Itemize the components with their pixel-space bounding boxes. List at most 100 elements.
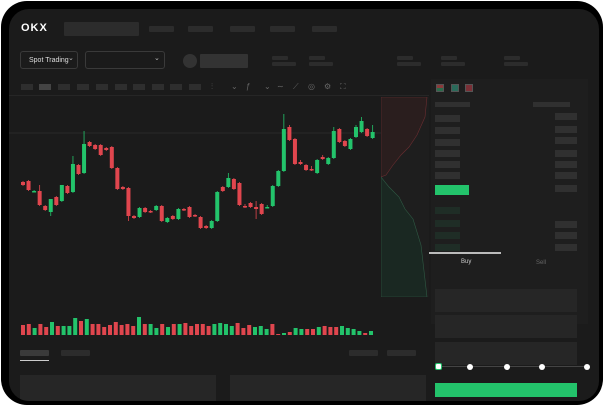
depth-chart — [381, 97, 429, 297]
candle-down — [337, 129, 342, 142]
candle-down — [120, 187, 125, 189]
volume-bar — [218, 323, 223, 335]
interval-4[interactable] — [77, 84, 89, 90]
asks-area — [381, 97, 428, 178]
volume-bar — [340, 326, 344, 335]
volume-bar — [26, 324, 31, 335]
volume-bar — [224, 324, 228, 335]
ask-amount — [555, 113, 577, 120]
volume-bar — [73, 318, 78, 335]
interval-10[interactable] — [189, 84, 201, 90]
candle-down — [181, 209, 186, 211]
interval-2[interactable] — [39, 84, 51, 90]
stat-value-3 — [397, 62, 421, 66]
search-bar[interactable] — [64, 22, 139, 36]
volume-bar — [247, 325, 252, 335]
interval-8[interactable] — [152, 84, 164, 90]
stat-label-1 — [272, 56, 288, 60]
tab-order-history[interactable] — [61, 350, 90, 356]
tab-open-orders[interactable] — [20, 350, 49, 356]
book-both-icon[interactable] — [436, 84, 444, 92]
interval-1[interactable] — [21, 84, 33, 90]
bid-price — [435, 244, 460, 251]
okx-logo[interactable]: OKX — [21, 22, 48, 34]
candle-down — [76, 165, 81, 174]
chevron-down-icon[interactable]: ⌄ — [264, 82, 271, 91]
volume-bar — [21, 325, 25, 335]
interval-6[interactable] — [115, 84, 127, 90]
draw-line-icon[interactable]: ∼ — [277, 82, 284, 91]
buy-button[interactable] — [435, 383, 577, 397]
nav-item-5[interactable] — [312, 26, 337, 32]
candle-down — [198, 217, 203, 228]
indicator-icon[interactable]: ƒ — [246, 82, 251, 91]
volume-bar — [264, 329, 269, 335]
amount-input[interactable] — [435, 315, 577, 338]
candle-down — [132, 216, 136, 218]
volume-bar — [334, 327, 339, 335]
nav-item-4[interactable] — [270, 26, 295, 32]
total-input[interactable] — [435, 342, 577, 365]
amount-slider[interactable] — [439, 366, 589, 367]
interval-5[interactable] — [96, 84, 108, 90]
volume-bar — [363, 333, 368, 335]
chevron-down-icon: ⌄ — [154, 55, 160, 62]
candle-up — [32, 191, 37, 193]
candle-type-icon[interactable]: ⫶ — [211, 82, 213, 91]
volume-bar — [137, 317, 141, 335]
candle-up — [348, 139, 353, 149]
volume-bar — [67, 326, 72, 335]
volume-bar — [84, 319, 89, 335]
pair-price — [200, 54, 248, 68]
nav-item-3[interactable] — [230, 26, 255, 32]
volume-bar — [44, 327, 49, 335]
filter-button-2[interactable] — [387, 350, 416, 356]
stat-value-2 — [309, 62, 333, 66]
slider-step-75[interactable] — [539, 364, 545, 370]
nav-item-1[interactable] — [149, 26, 174, 32]
filter-button-1[interactable] — [349, 350, 378, 356]
volume-bar — [102, 327, 107, 335]
book-bids-icon[interactable] — [451, 84, 459, 92]
volume-bar — [195, 324, 199, 335]
volume-bar — [200, 324, 205, 335]
candle-down — [104, 148, 109, 150]
volume-bar — [241, 328, 246, 335]
tab-sell[interactable]: Sell — [536, 260, 547, 266]
book-asks-icon[interactable] — [465, 84, 473, 92]
volume-bar — [96, 324, 101, 335]
chevron-down-icon[interactable]: ⌄ — [231, 82, 238, 91]
candlestick-chart[interactable] — [9, 99, 384, 339]
bid-price — [435, 232, 460, 239]
candle-up — [70, 164, 75, 192]
interval-3[interactable] — [58, 84, 70, 90]
settings-icon[interactable]: ⚙ — [324, 82, 332, 91]
slider-handle[interactable] — [435, 363, 442, 370]
tab-buy[interactable]: Buy — [461, 259, 472, 265]
volume-bar — [142, 324, 147, 335]
pair-select[interactable]: ⌄ — [85, 51, 165, 69]
fullscreen-icon[interactable]: ⛶ — [340, 82, 346, 91]
market-type-select[interactable]: Spot Trading ⌄ — [20, 51, 78, 69]
volume-bar — [55, 326, 60, 335]
candle-up — [82, 144, 87, 173]
candle-up — [176, 209, 181, 219]
slider-step-100[interactable] — [584, 364, 590, 370]
candle-down — [220, 187, 225, 191]
bid-amount — [555, 244, 577, 251]
slider-step-50[interactable] — [504, 364, 510, 370]
price-input[interactable] — [435, 289, 577, 312]
nav-item-2[interactable] — [188, 26, 213, 32]
interval-7[interactable] — [133, 84, 145, 90]
ruler-icon[interactable]: ⟋ — [293, 82, 299, 91]
interval-9[interactable] — [170, 84, 182, 90]
candle-down — [309, 169, 314, 171]
orders-card-2 — [230, 375, 426, 401]
candle-up — [315, 160, 320, 173]
stat-label-5 — [504, 56, 520, 60]
volume-bar — [345, 328, 350, 335]
candle-up — [354, 127, 358, 137]
candle-down — [259, 204, 264, 214]
slider-step-25[interactable] — [467, 364, 473, 370]
camera-icon[interactable]: ◎ — [308, 82, 315, 91]
